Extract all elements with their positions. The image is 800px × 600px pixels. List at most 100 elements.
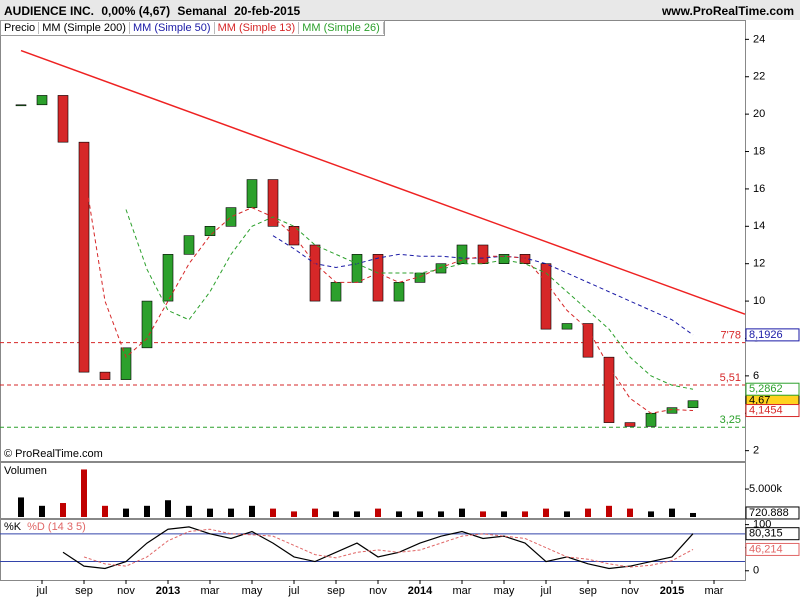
moving-average [272, 235, 694, 336]
candle [183, 235, 195, 255]
legend: Precio MM (Simple 200) MM (Simple 50) MM (S… [0, 20, 385, 36]
legend-entry: Precio [1, 22, 40, 34]
x-tick-label: nov [621, 585, 639, 597]
x-tick-label: sep [327, 585, 345, 597]
moving-average [83, 170, 694, 414]
y-tick-label: 20 [753, 108, 765, 120]
panel-title: Volumen [4, 465, 47, 477]
volume-bar [102, 505, 108, 517]
candle [456, 244, 468, 264]
value-label-box [745, 382, 800, 396]
legend-entry: %K [4, 521, 22, 533]
volume-bar [60, 503, 66, 517]
x-tick-label: 2015 [660, 585, 684, 597]
volume-bar [375, 508, 381, 517]
panel-frame [0, 462, 746, 519]
candle [540, 263, 552, 330]
volume-bar [312, 508, 318, 517]
volume-bar [648, 511, 654, 517]
period: Semanal [177, 4, 227, 18]
volume-bar [165, 500, 171, 517]
candle [582, 323, 594, 358]
x-tick-label: jul [287, 585, 299, 597]
candle [645, 412, 657, 427]
x-tick-label: jul [35, 585, 47, 597]
y-tick-label: 14 [753, 220, 765, 232]
volume-bar [228, 508, 234, 517]
site: www.ProRealTime.com [661, 4, 794, 18]
legend-entry: MM (Simple 13) [214, 22, 300, 34]
volume-bar [186, 505, 192, 517]
candle [78, 141, 90, 373]
y-tick-label: 12 [753, 258, 765, 270]
x-tick-label: nov [369, 585, 387, 597]
candle [36, 95, 48, 106]
title: AUDIENCE INC. [4, 4, 95, 18]
volume-bar [585, 508, 591, 517]
volume-bar [522, 511, 528, 517]
candle [309, 244, 321, 302]
legend-entry: %D (14 3 5) [27, 521, 86, 533]
value-label: 720.888 [749, 507, 789, 519]
volume-bar [333, 511, 339, 517]
copyright: © ProRealTime.com [4, 448, 103, 460]
y-tick-label: 16 [753, 183, 765, 195]
candle [99, 371, 111, 380]
volume-bar [18, 497, 24, 517]
y-tick-label: 24 [753, 33, 765, 45]
date: 20-feb-2015 [234, 4, 301, 18]
right-axis-bg [745, 20, 800, 580]
volume-bar [291, 511, 297, 517]
candle [120, 347, 132, 380]
volume-bar [249, 505, 255, 517]
volume-bar [438, 511, 444, 517]
candle [15, 104, 27, 107]
stoch-line [83, 528, 694, 568]
candle [498, 254, 510, 264]
volume-bar [669, 508, 675, 517]
candle [603, 356, 615, 423]
candle [393, 282, 405, 302]
candle [162, 254, 174, 302]
volume-bar [543, 508, 549, 517]
x-tick-label: mar [201, 585, 220, 597]
volume-bar [627, 508, 633, 517]
volume-bar [123, 508, 129, 517]
candle [225, 207, 237, 227]
candle [246, 179, 258, 208]
x-tick-label: 2013 [156, 585, 180, 597]
x-tick-label: sep [75, 585, 93, 597]
y-tick-label: 5.000k [749, 483, 783, 495]
volume-bar [606, 505, 612, 517]
legend-entry: MM (Simple 200) [39, 22, 130, 34]
candle [561, 323, 573, 330]
value-label-box [745, 328, 800, 342]
x-tick-label: mar [705, 585, 724, 597]
candle [57, 95, 69, 143]
volume-bar [396, 511, 402, 517]
x-tick-label: may [494, 585, 515, 597]
candle [624, 422, 636, 427]
y-tick-label: 18 [753, 145, 765, 157]
candle [666, 407, 678, 414]
volume-bar [459, 508, 465, 517]
level-label: 3,25 [720, 414, 741, 426]
volume-bar [270, 508, 276, 517]
y-tick-label: 6 [753, 370, 759, 382]
value-label-box [745, 542, 800, 556]
panel-frame [0, 20, 746, 462]
candle [141, 300, 153, 349]
volume-bar [207, 508, 213, 517]
level-label: 5,51 [720, 372, 741, 384]
x-tick-label: mar [453, 585, 472, 597]
value-label-box [745, 506, 800, 520]
value-label: 4,1454 [749, 404, 783, 416]
level-label: 7'78 [721, 329, 741, 341]
trendline [20, 49, 746, 315]
value-label: 8,1926 [749, 329, 783, 341]
volume-bar [39, 505, 45, 517]
x-tick-label: sep [579, 585, 597, 597]
volume-bar [564, 511, 570, 517]
